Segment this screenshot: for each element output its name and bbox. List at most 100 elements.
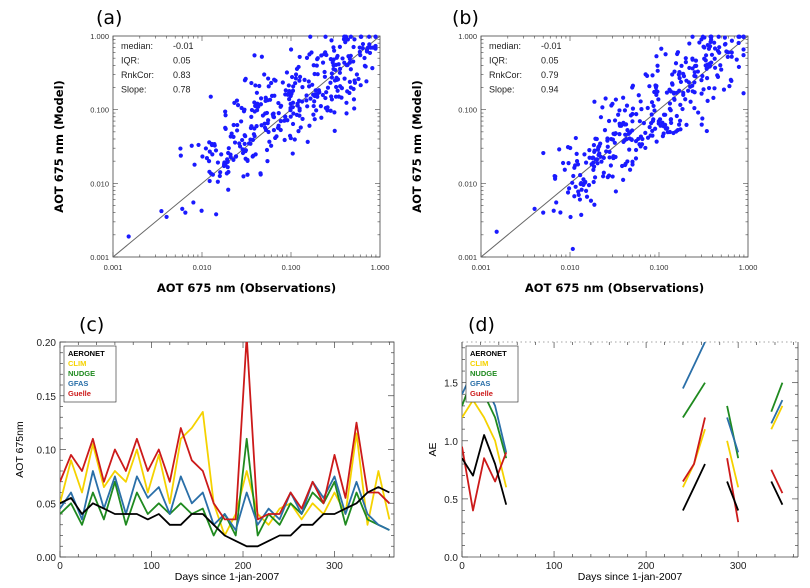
legend-entry: AERONET <box>470 349 507 358</box>
scatter-point <box>736 40 741 46</box>
scatter-point <box>306 79 311 84</box>
scatter-point <box>674 113 679 119</box>
scatter-point <box>259 54 264 59</box>
scatter-point <box>266 84 271 89</box>
scatter-point <box>223 125 228 130</box>
scatter-point <box>647 84 652 89</box>
scatter-point <box>575 162 581 167</box>
scatter-point <box>589 162 594 167</box>
scatter-point <box>625 159 630 164</box>
scatter-point <box>252 53 257 58</box>
scatter-point <box>591 142 597 148</box>
scatter-point <box>311 63 316 68</box>
scatter-point <box>213 148 219 153</box>
scatter-point <box>352 106 357 111</box>
scatter-point <box>323 34 328 39</box>
scatter-point <box>592 149 597 155</box>
scatter-point <box>630 119 635 124</box>
stat-value: 0.79 <box>541 70 559 80</box>
y-tick-label: 1.5 <box>444 379 458 390</box>
scatter-point <box>296 129 301 134</box>
scatter-point <box>164 214 169 220</box>
scatter-point <box>581 177 586 182</box>
scatter-point <box>314 63 319 68</box>
scatter-point <box>650 118 656 124</box>
scatter-point <box>687 65 692 71</box>
series-line-aeronet <box>462 434 784 511</box>
scatter-point <box>610 174 615 179</box>
stat-label: RnkCor: <box>121 70 154 80</box>
scatter-point <box>287 133 293 138</box>
scatter-point <box>576 189 581 194</box>
scatter-point <box>644 73 650 78</box>
legend-entry: Guelle <box>470 389 493 398</box>
scatter-point <box>683 60 688 65</box>
scatter-point <box>357 49 362 54</box>
scatter-point <box>224 171 229 176</box>
series-line-gfas <box>60 470 390 531</box>
x-tick-label: 200 <box>638 561 655 572</box>
scatter-point <box>276 100 281 106</box>
scatter-point <box>686 80 691 85</box>
scatter-point <box>692 70 697 75</box>
scatter-point <box>229 131 234 136</box>
scatter-point <box>603 96 608 101</box>
scatter-point <box>627 167 633 172</box>
scatter-point <box>641 121 646 126</box>
scatter-point <box>643 145 648 151</box>
stat-label: Slope: <box>121 85 147 95</box>
scatter-point <box>722 35 727 40</box>
scatter-point <box>673 61 679 66</box>
scatter-point <box>675 50 681 55</box>
scatter-point <box>241 109 247 114</box>
scatter-point <box>329 71 334 76</box>
scatter-point <box>288 108 293 113</box>
scatter-point <box>215 179 220 184</box>
scatter-point <box>704 66 709 71</box>
scatter-point <box>343 40 348 45</box>
scatter-point <box>347 90 352 96</box>
scatter-point <box>351 59 356 64</box>
x-tick-label: 200 <box>235 561 252 572</box>
scatter-point <box>215 160 221 165</box>
scatter-point <box>271 111 276 116</box>
scatter-point <box>655 68 660 73</box>
panel-label: (c) <box>79 314 104 336</box>
scatter-point <box>672 69 677 74</box>
scatter-point <box>280 80 285 85</box>
scatter-point <box>574 159 580 164</box>
scatter-point <box>560 160 566 166</box>
scatter-point <box>654 54 659 59</box>
scatter-point <box>278 119 283 124</box>
scatter-point <box>558 210 563 215</box>
scatter-point <box>324 52 329 58</box>
scatter-point <box>725 54 730 60</box>
y-tick-label: 0.5 <box>444 495 458 506</box>
y-tick-label: 0.001 <box>458 253 477 262</box>
scatter-point <box>656 97 661 102</box>
scatter-point <box>598 115 604 120</box>
scatter-point <box>647 125 652 130</box>
scatter-point <box>671 96 677 101</box>
scatter-point <box>612 140 617 145</box>
scatter-point <box>357 45 362 50</box>
scatter-point <box>305 104 310 109</box>
scatter-point <box>218 170 223 175</box>
scatter-point <box>308 96 313 101</box>
scatter-point <box>373 43 378 49</box>
scatter-point <box>688 99 693 104</box>
scatter-point <box>322 69 327 75</box>
stat-value: 0.94 <box>541 85 559 95</box>
stat-value: 0.83 <box>173 70 191 80</box>
scatter-point <box>312 71 317 77</box>
scatter-point <box>183 210 188 215</box>
scatter-point <box>648 133 653 138</box>
x-tick-label: 0.010 <box>561 263 580 272</box>
scatter-point <box>331 66 336 72</box>
y-axis-title: AOT 675 nm (Model) <box>410 80 424 213</box>
scatter-point <box>225 165 230 170</box>
scatter-point <box>669 81 675 86</box>
scatter-point <box>697 40 702 45</box>
scatter-point <box>741 53 746 58</box>
y-tick-label: 0.00 <box>37 553 57 564</box>
